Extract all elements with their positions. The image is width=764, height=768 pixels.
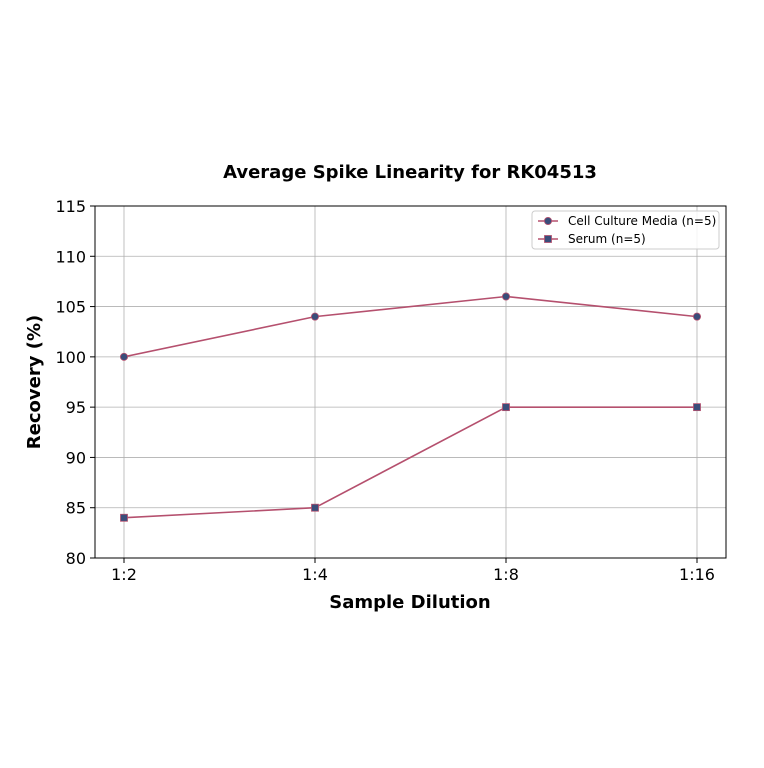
y-tick-label: 85 bbox=[66, 499, 86, 518]
x-axis-label: Sample Dilution bbox=[329, 592, 490, 613]
data-point bbox=[120, 352, 129, 361]
y-tick-label: 110 bbox=[55, 247, 86, 266]
series-line bbox=[123, 295, 698, 358]
chart-title: Average Spike Linearity for RK04513 bbox=[223, 162, 597, 183]
data-point bbox=[501, 292, 510, 301]
legend-item: Cell Culture Media (n=5) bbox=[538, 214, 716, 228]
y-tick-label: 95 bbox=[66, 398, 86, 417]
legend: Cell Culture Media (n=5) Serum (n=5) bbox=[531, 210, 720, 250]
y-tick-label: 90 bbox=[66, 448, 86, 467]
series-layer bbox=[120, 292, 702, 522]
legend-label: Cell Culture Media (n=5) bbox=[568, 214, 716, 228]
axis-layer: 80 85 90 95 100 105 110 115 1:2 1:4 1:8 1:16 bbox=[55, 197, 727, 584]
data-point bbox=[310, 312, 319, 321]
data-point bbox=[693, 312, 702, 321]
plot-frame bbox=[94, 205, 727, 559]
legend-item: Serum (n=5) bbox=[538, 232, 646, 246]
y-tick-label: 80 bbox=[66, 549, 86, 568]
x-tick-label: 1:2 bbox=[111, 565, 137, 584]
series-1 bbox=[120, 403, 701, 522]
data-point bbox=[120, 513, 128, 522]
legend-marker bbox=[544, 216, 553, 225]
x-tick-label: 1:16 bbox=[679, 565, 715, 584]
legend-box bbox=[531, 210, 720, 250]
x-tick-label: 1:4 bbox=[302, 565, 328, 584]
x-tick-label: 1:8 bbox=[493, 565, 519, 584]
y-tick-label: 115 bbox=[55, 197, 86, 216]
legend-marker bbox=[544, 235, 552, 243]
data-point bbox=[502, 403, 510, 412]
series-0 bbox=[120, 292, 702, 361]
y-axis-label: Recovery (%) bbox=[24, 315, 45, 449]
series-line bbox=[123, 406, 697, 519]
y-tick-label: 100 bbox=[55, 348, 86, 367]
data-point bbox=[693, 403, 701, 412]
legend-label: Serum (n=5) bbox=[568, 232, 646, 246]
y-tick-label: 105 bbox=[55, 298, 86, 317]
data-point bbox=[311, 503, 319, 512]
